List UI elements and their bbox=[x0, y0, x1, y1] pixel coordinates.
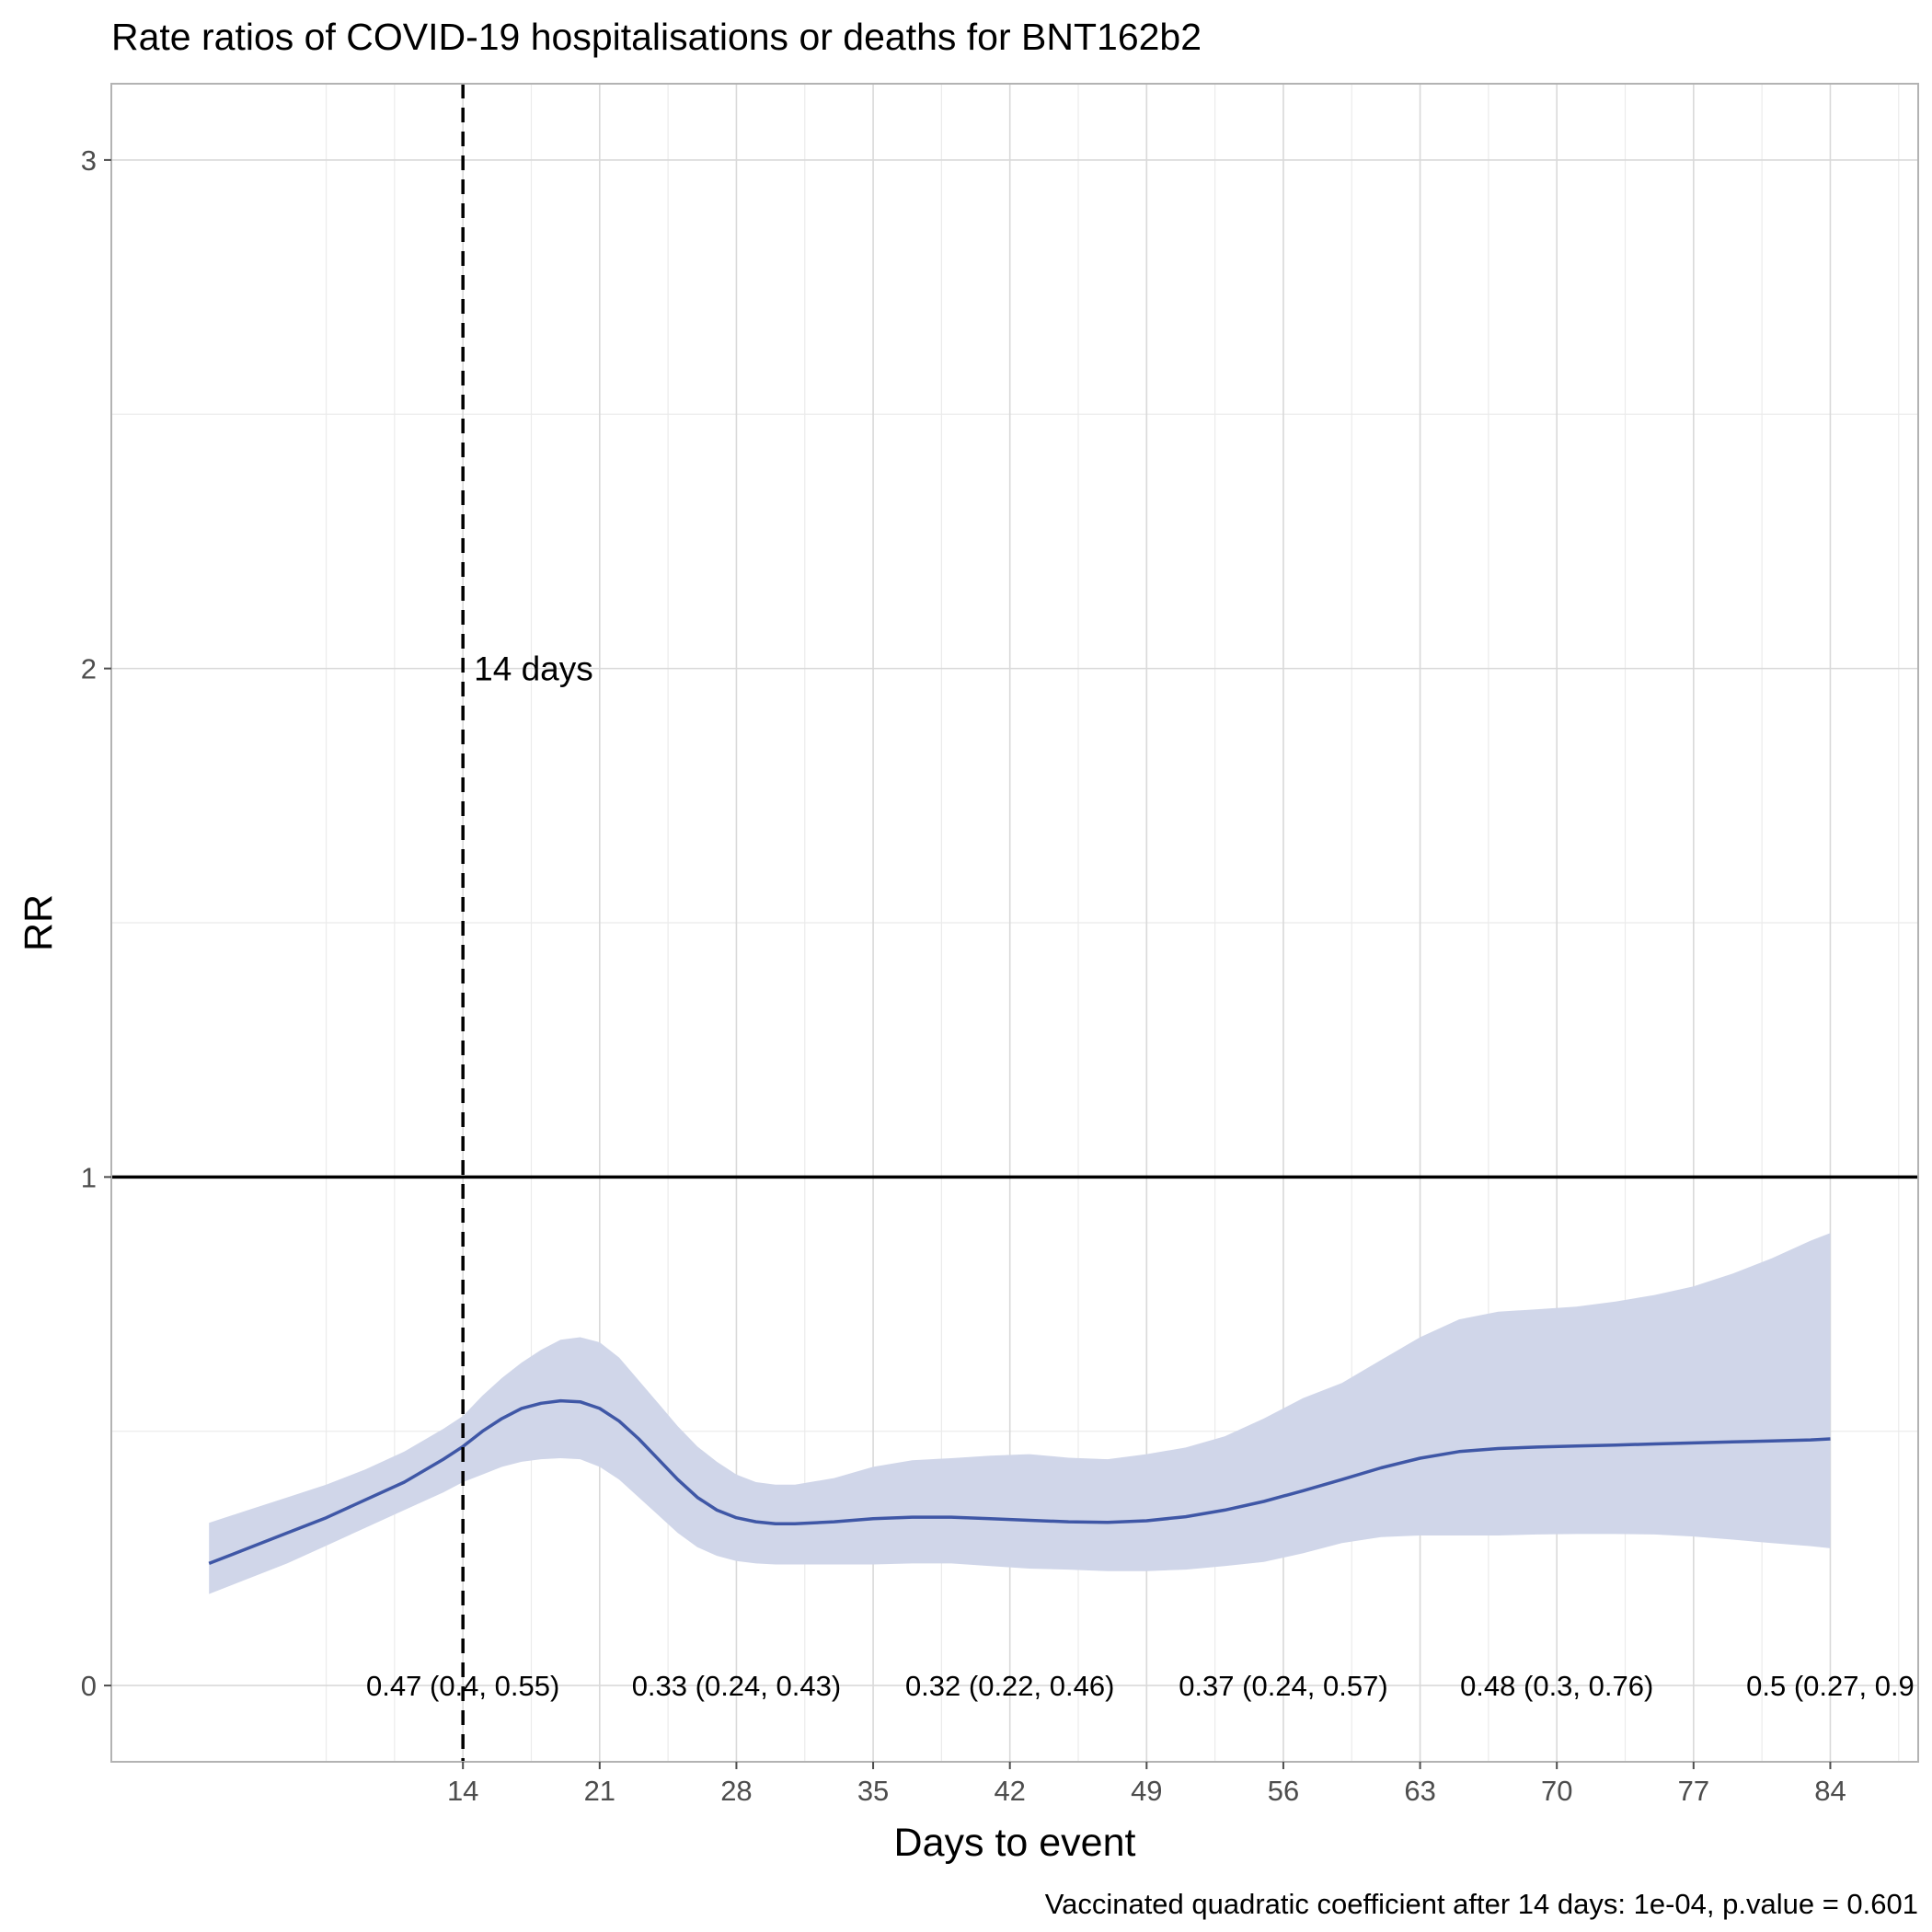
x-tick-label: 28 bbox=[720, 1775, 752, 1807]
x-axis: 14 21 28 35 42 49 56 63 70 77 84 bbox=[447, 1762, 1846, 1807]
y-tick-label: 1 bbox=[81, 1161, 97, 1193]
chart-caption: Vaccinated quadratic coefficient after 1… bbox=[1045, 1888, 1918, 1920]
x-tick-label: 63 bbox=[1404, 1775, 1435, 1807]
x-tick-label: 14 bbox=[447, 1775, 478, 1807]
period-estimate-label: 0.32 (0.22, 0.46) bbox=[905, 1670, 1115, 1702]
reference-line-label: 14 days bbox=[474, 650, 593, 688]
period-estimate-label: 0.5 (0.27, 0.9 bbox=[1746, 1670, 1915, 1702]
x-tick-label: 84 bbox=[1814, 1775, 1846, 1807]
y-axis: 0 1 2 3 bbox=[81, 144, 111, 1702]
period-estimate-label: 0.33 (0.24, 0.43) bbox=[632, 1670, 842, 1702]
x-tick-label: 77 bbox=[1678, 1775, 1709, 1807]
y-tick-label: 3 bbox=[81, 144, 97, 177]
chart-title: Rate ratios of COVID-19 hospitalisations… bbox=[111, 16, 1202, 58]
x-tick-label: 35 bbox=[857, 1775, 889, 1807]
x-tick-label: 56 bbox=[1268, 1775, 1299, 1807]
period-estimate-label: 0.47 (0.4, 0.55) bbox=[366, 1670, 559, 1702]
y-axis-title: RR bbox=[17, 894, 61, 951]
y-tick-label: 2 bbox=[81, 653, 97, 685]
x-axis-title: Days to event bbox=[894, 1821, 1136, 1865]
x-tick-label: 21 bbox=[584, 1775, 615, 1807]
x-tick-label: 42 bbox=[994, 1775, 1025, 1807]
y-tick-label: 0 bbox=[81, 1670, 97, 1702]
x-tick-label: 49 bbox=[1131, 1775, 1162, 1807]
x-tick-label: 70 bbox=[1541, 1775, 1572, 1807]
period-estimate-label: 0.48 (0.3, 0.76) bbox=[1460, 1670, 1653, 1702]
period-estimate-label: 0.37 (0.24, 0.57) bbox=[1179, 1670, 1388, 1702]
